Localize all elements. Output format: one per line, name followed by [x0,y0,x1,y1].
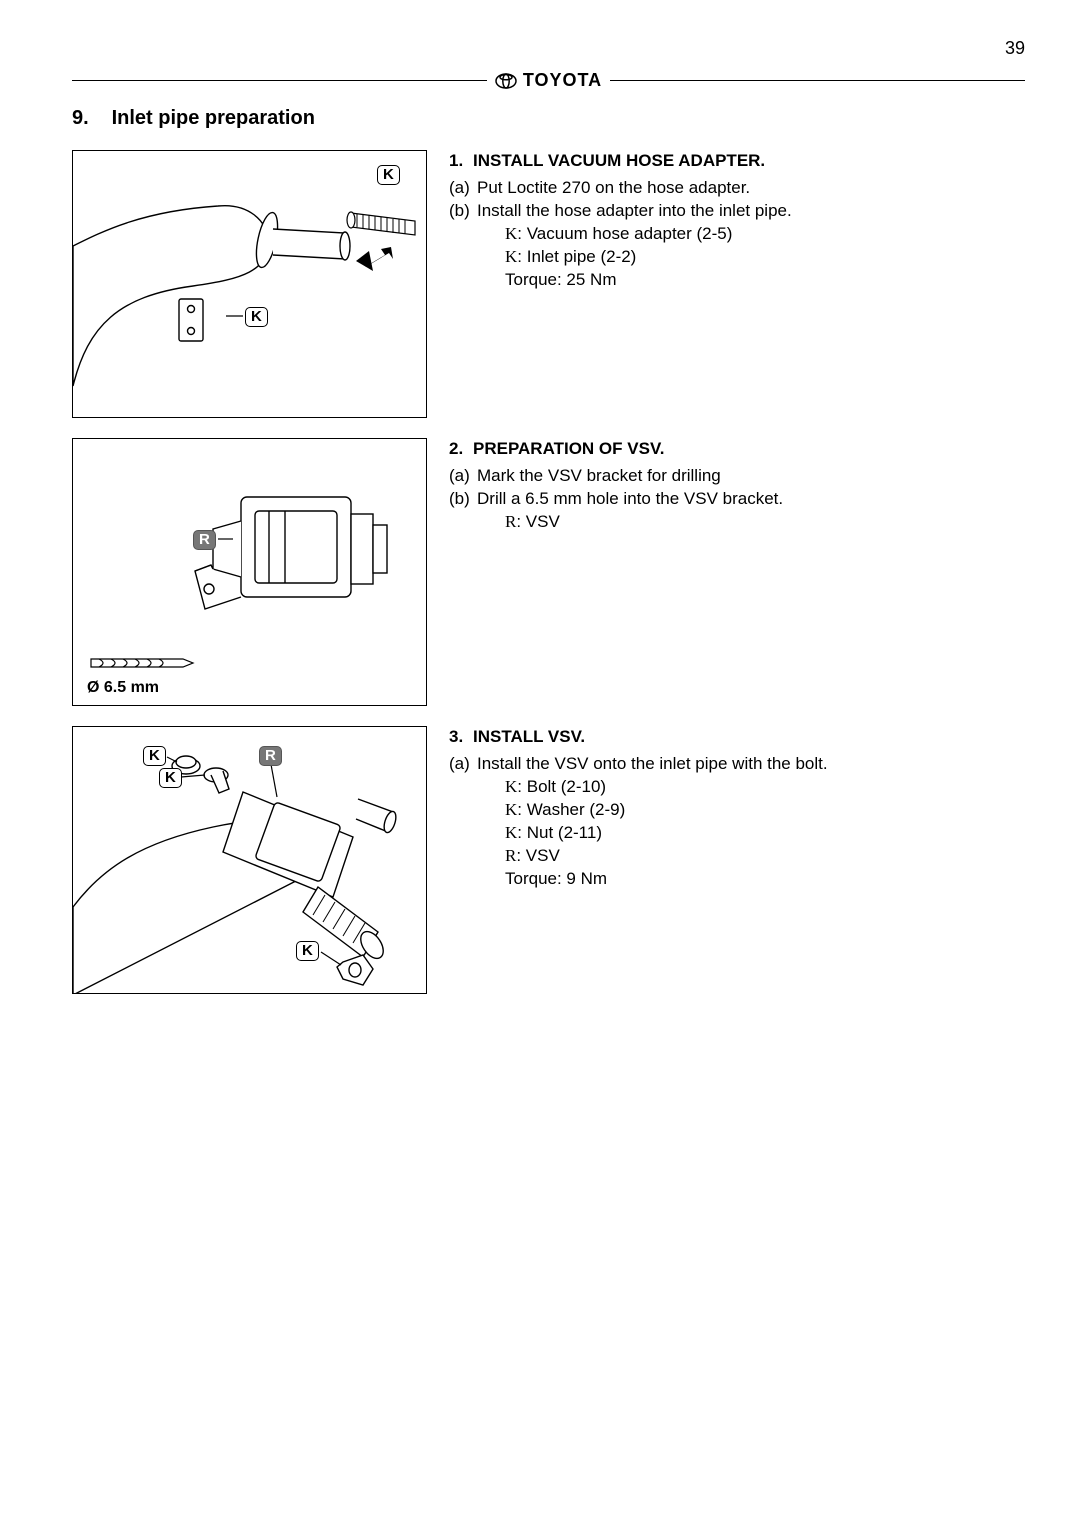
substep-label: (a) [449,753,477,891]
page-number: 39 [1005,38,1025,59]
step-num: 3. [449,726,473,749]
figure-label-k: K [245,307,268,327]
substep: (a) Mark the VSV bracket for drilling [449,465,1025,488]
figure-2-drawing [73,439,427,706]
substep: (b) Install the hose adapter into the in… [449,200,1025,292]
part-line: K: Washer (2-9) [477,799,1025,822]
toyota-logo-icon [495,73,517,89]
substep-label: (b) [449,200,477,292]
step-3-text: 3. INSTALL VSV. (a) Install the VSV onto… [449,726,1025,994]
part-line: K: Nut (2-11) [477,822,1025,845]
substep: (b) Drill a 6.5 mm hole into the VSV bra… [449,488,1025,534]
figure-3-drawing [73,727,427,994]
figure-dimension: Ø 6.5 mm [87,679,159,697]
substep: (a) Put Loctite 270 on the hose adapter. [449,177,1025,200]
part-line: K: Bolt (2-10) [477,776,1025,799]
section-heading: Inlet pipe preparation [112,107,315,129]
step-num: 2. [449,438,473,461]
step-1-text: 1. INSTALL VACUUM HOSE ADAPTER. (a) Put … [449,150,1025,418]
figure-label-k: K [159,768,182,788]
step-3-heading: 3. INSTALL VSV. [449,726,1025,749]
step-title: INSTALL VACUUM HOSE ADAPTER. [473,150,765,173]
part-line: K: Inlet pipe (2-2) [477,246,1025,269]
substep-text: Put Loctite 270 on the hose adapter. [477,177,1025,200]
part-line: K: Vacuum hose adapter (2-5) [477,223,1025,246]
step-row-1: K K 1. INSTALL VACUUM HOSE ADAPTER. (a) … [72,150,1025,418]
figure-1-drawing [73,151,427,418]
step-1-heading: 1. INSTALL VACUUM HOSE ADAPTER. [449,150,1025,173]
part-line: R: VSV [477,845,1025,868]
figure-1: K K [72,150,427,418]
figure-label-r: R [193,530,216,550]
part-line: R: VSV [477,511,1025,534]
section-title: 9. Inlet pipe preparation [72,107,1025,130]
torque-line: Torque: 9 Nm [477,868,1025,891]
brand-text: TOYOTA [523,70,602,91]
rule-right [610,80,1025,81]
figure-label-r: R [259,746,282,766]
substep-text: Install the hose adapter into the inlet … [477,200,1025,223]
step-row-3: K K R K 3. INSTALL VSV. (a) Install the … [72,726,1025,994]
substep-label: (a) [449,177,477,200]
substep-text: Install the VSV onto the inlet pipe with… [477,753,1025,776]
substep-label: (a) [449,465,477,488]
substep-text: Mark the VSV bracket for drilling [477,465,1025,488]
step-title: PREPARATION OF VSV. [473,438,664,461]
torque-line: Torque: 25 Nm [477,269,1025,292]
substep: (a) Install the VSV onto the inlet pipe … [449,753,1025,891]
step-2-text: 2. PREPARATION OF VSV. (a) Mark the VSV … [449,438,1025,706]
figure-label-k: K [143,746,166,766]
header-rule: TOYOTA [72,70,1025,91]
figure-label-k: K [296,941,319,961]
section-number: 9. [72,107,106,130]
rule-left [72,80,487,81]
figure-3: K K R K [72,726,427,994]
brand: TOYOTA [495,70,602,91]
step-2-heading: 2. PREPARATION OF VSV. [449,438,1025,461]
step-num: 1. [449,150,473,173]
figure-label-k: K [377,165,400,185]
figure-2: R Ø 6.5 mm [72,438,427,706]
step-title: INSTALL VSV. [473,726,585,749]
substep-label: (b) [449,488,477,534]
substep-text: Drill a 6.5 mm hole into the VSV bracket… [477,488,1025,511]
step-row-2: R Ø 6.5 mm 2. PREPARATION OF VSV. (a) Ma… [72,438,1025,706]
